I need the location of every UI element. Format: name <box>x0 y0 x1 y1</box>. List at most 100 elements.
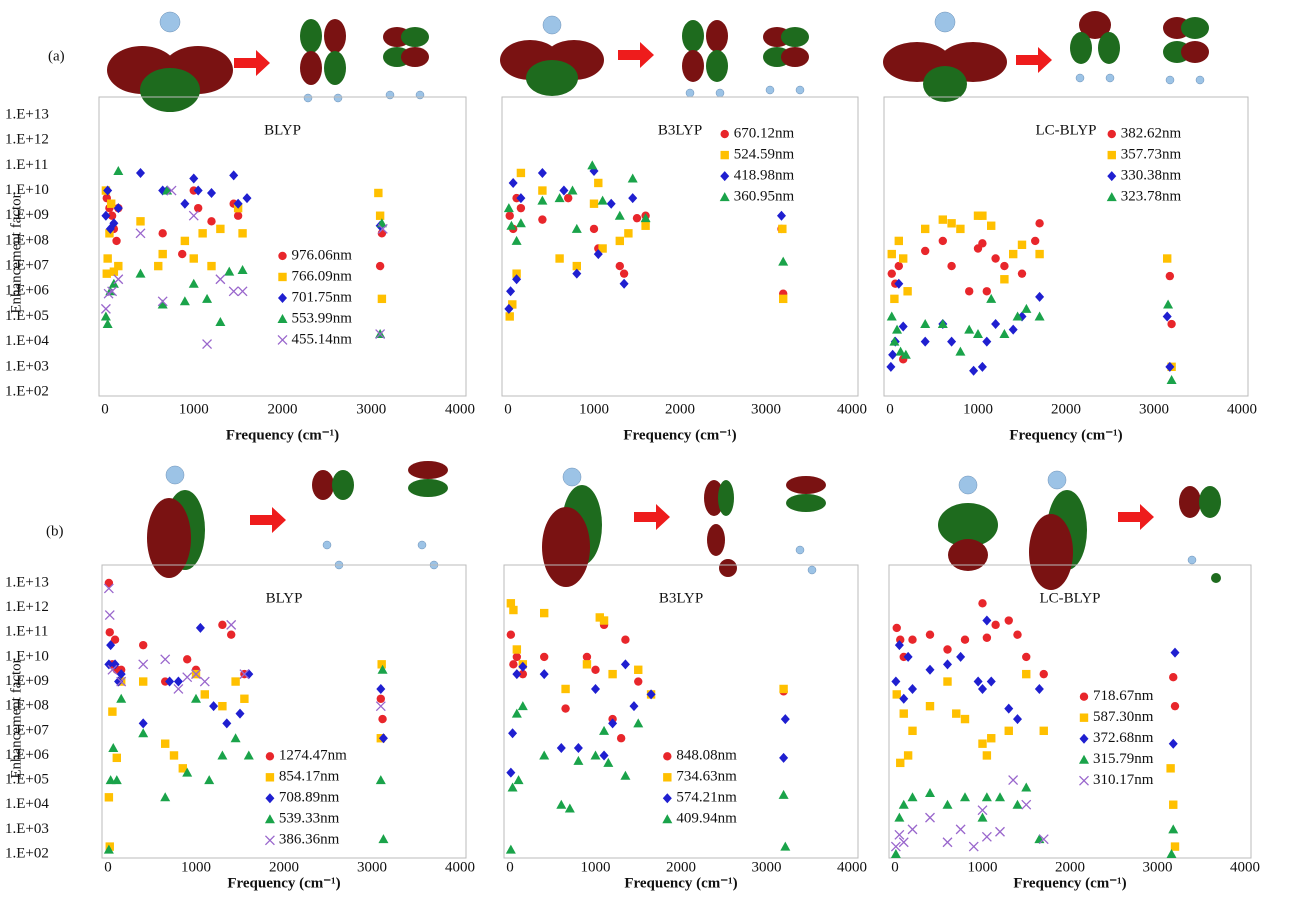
data-point <box>894 813 904 822</box>
legend-label: 386.36nm <box>279 832 340 848</box>
legend-marker <box>1107 171 1116 181</box>
data-point <box>200 677 209 686</box>
data-point <box>987 734 995 742</box>
legend-marker <box>1108 151 1116 159</box>
data-point <box>203 340 212 349</box>
legend-label: 524.59nm <box>734 147 795 163</box>
legend-label: 587.30nm <box>1093 709 1154 725</box>
data-point <box>1035 219 1043 227</box>
data-point <box>108 743 118 752</box>
data-point <box>517 204 525 212</box>
data-point <box>238 229 246 237</box>
data-point <box>1035 311 1045 320</box>
data-point <box>508 728 517 738</box>
data-point <box>170 751 178 759</box>
legend-marker <box>663 752 671 760</box>
plot-frame <box>502 97 858 396</box>
data-point <box>514 775 524 784</box>
data-point <box>105 793 113 801</box>
data-point <box>591 666 599 674</box>
data-point <box>899 254 907 262</box>
data-point <box>973 329 983 338</box>
legend-label: 854.17nm <box>279 769 340 785</box>
data-point <box>1009 250 1017 258</box>
data-point <box>903 287 911 295</box>
data-point <box>139 660 148 669</box>
x-tick-label: 3000 <box>751 401 781 417</box>
data-point <box>1031 237 1039 245</box>
data-point <box>517 169 525 177</box>
y-tick-label: 1.E+12 <box>5 599 49 615</box>
data-point <box>608 670 616 678</box>
data-point <box>201 690 209 698</box>
data-point <box>983 751 991 759</box>
data-point <box>620 279 629 289</box>
data-point <box>231 677 239 685</box>
legend-marker <box>663 773 671 781</box>
data-point <box>943 677 951 685</box>
data-point <box>895 262 903 270</box>
data-point <box>634 677 642 685</box>
data-point <box>616 237 624 245</box>
x-tick-label: 4000 <box>1227 401 1257 417</box>
data-point <box>1163 299 1173 308</box>
data-point <box>890 295 898 303</box>
data-point <box>590 225 598 233</box>
data-point <box>154 262 162 270</box>
x-axis-label: Frequency (cm⁻¹) <box>1013 875 1126 891</box>
data-point <box>376 775 386 784</box>
data-point <box>781 714 790 724</box>
data-point <box>540 653 548 661</box>
x-tick-label: 1000 <box>181 859 211 875</box>
data-point <box>982 792 992 801</box>
data-point <box>1040 670 1048 678</box>
data-point <box>956 652 965 662</box>
x-tick-label: 2000 <box>665 401 695 417</box>
y-tick-label: 1.E+13 <box>5 106 49 122</box>
data-point <box>107 200 115 208</box>
x-tick-label: 3000 <box>1143 859 1173 875</box>
data-point <box>229 287 238 296</box>
legend-label: 323.78nm <box>1121 189 1182 205</box>
chart-title: B3LYP <box>659 590 703 606</box>
data-point <box>926 630 934 638</box>
x-tick-label: 2000 <box>1051 401 1081 417</box>
data-point <box>183 655 191 663</box>
data-point <box>506 845 516 854</box>
panel-label: (b) <box>46 523 64 539</box>
data-point <box>198 229 206 237</box>
panel-label: (a) <box>48 48 65 64</box>
data-point <box>964 325 974 334</box>
data-point <box>778 225 786 233</box>
data-point <box>191 694 201 703</box>
data-point <box>926 813 935 822</box>
data-point <box>1166 764 1174 772</box>
data-point <box>504 203 514 212</box>
legend-label: 382.62nm <box>1121 126 1182 142</box>
data-point <box>537 196 547 205</box>
data-point <box>1018 269 1026 277</box>
data-point <box>136 168 145 178</box>
x-tick-label: 2000 <box>1055 859 1085 875</box>
legend-marker <box>1080 713 1088 721</box>
data-point <box>538 168 547 178</box>
data-point <box>987 677 996 687</box>
plot-frame <box>884 97 1248 396</box>
data-point <box>591 750 601 759</box>
data-point <box>108 707 116 715</box>
data-point <box>557 743 566 753</box>
data-point <box>189 211 198 220</box>
x-tick-label: 4000 <box>445 859 475 875</box>
data-point <box>376 684 385 694</box>
data-point <box>969 366 978 376</box>
y-axis-label: Enhancement factor <box>8 658 24 778</box>
data-point <box>629 701 638 711</box>
data-point <box>1009 776 1018 785</box>
data-point <box>621 659 630 669</box>
data-point <box>1000 275 1008 283</box>
x-tick-label: 3000 <box>356 401 386 417</box>
data-point <box>978 362 987 372</box>
data-point <box>376 702 385 711</box>
data-point <box>238 287 247 296</box>
legend-label: 848.08nm <box>676 748 737 764</box>
